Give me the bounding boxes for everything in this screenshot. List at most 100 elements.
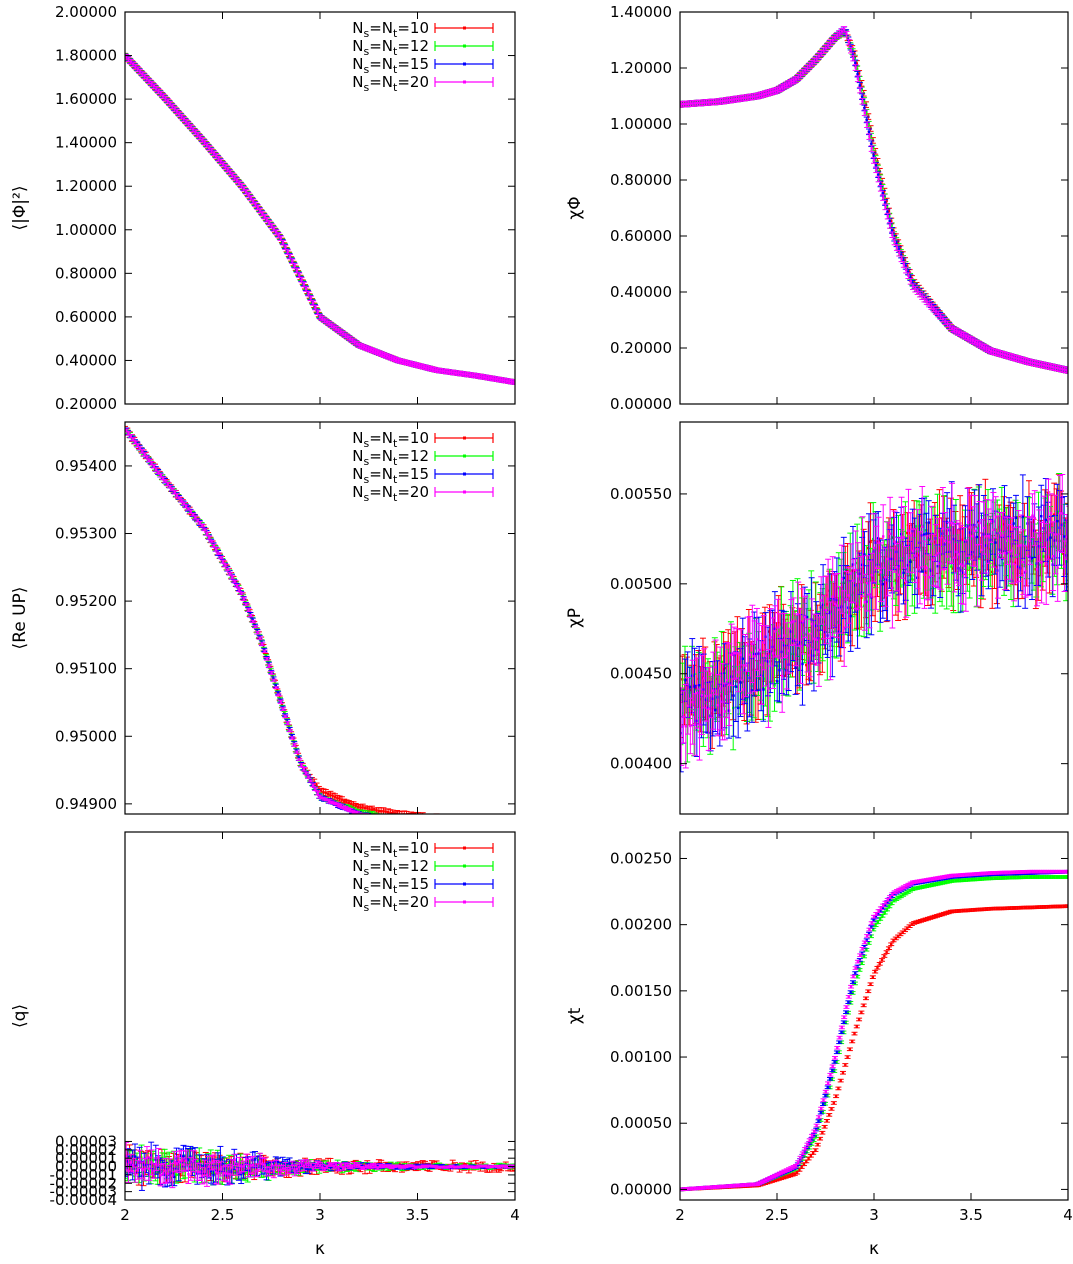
data-point [735,97,738,101]
data-point [899,247,902,250]
data-point [480,375,483,378]
series-1 [680,29,1068,374]
data-point [346,335,349,339]
data-point [394,358,398,361]
data-point [265,218,269,221]
data-point [728,98,731,102]
data-point [448,370,451,374]
data-point [441,369,444,373]
data-point [374,350,377,353]
data-point [413,363,416,366]
series-group [680,26,1068,374]
data-point [473,374,476,377]
data-point [238,181,241,185]
data-point [272,227,276,231]
data-point [210,149,213,152]
y-tick-label: 1.00000 [55,221,117,239]
data-point [684,102,687,106]
data-point [367,347,370,351]
data-point [378,352,382,355]
y-tick-label: 1.20000 [55,177,117,195]
panel-chiphi: 0.000000.200000.400000.600000.800001.000… [565,3,1069,413]
data-point [903,259,907,262]
data-point [311,301,315,305]
data-point [339,330,342,334]
data-point [353,340,356,344]
data-point [888,214,891,218]
y-tick-label: 1.40000 [55,134,117,152]
data-point [461,372,465,376]
y-tick-label: 2.00000 [55,3,117,21]
data-point [906,265,909,268]
data-point [867,122,870,126]
data-point [399,359,402,363]
data-point [707,101,710,104]
data-point [725,99,729,102]
data-point [258,209,262,212]
data-point [334,327,338,330]
data-point [865,111,868,114]
data-point [468,373,472,377]
data-point [240,184,243,187]
data-point [408,362,412,365]
data-point [883,201,887,204]
data-point [475,374,479,378]
legend-marker [463,44,466,48]
data-point [247,193,250,197]
y-tick-label: 0.60000 [55,308,117,326]
legend-marker [463,80,466,84]
data-point [758,94,761,97]
data-point [718,100,722,103]
data-point [901,253,904,256]
data-point [261,212,264,215]
data-point [498,378,502,381]
data-point [865,118,868,122]
data-point [877,173,880,176]
data-point [293,264,296,268]
data-point [484,376,488,379]
data-point [496,378,499,381]
data-point [856,72,859,76]
data-point [450,371,453,374]
y-axis-label: ⟨|Φ|²⟩ [10,186,30,231]
data-point [698,101,701,105]
data-point [739,97,743,100]
data-point [693,102,697,105]
data-point [858,84,862,87]
y-tick-label: 1.80000 [55,47,117,65]
data-point [691,102,694,105]
data-point [712,100,715,104]
data-point [887,209,891,213]
plot-frame [124,11,516,405]
data-point [872,154,875,157]
data-point [418,364,421,367]
data-point [231,173,234,177]
series-2 [680,29,1068,374]
data-point [471,373,474,377]
data-point [491,377,495,380]
data-point [249,196,252,200]
data-point [893,236,896,240]
data-point [902,259,905,262]
data-point [388,355,391,359]
data-point [689,102,692,105]
data-point [482,375,486,379]
data-point [489,376,492,380]
data-point [251,199,255,203]
data-point [358,344,361,347]
data-point [454,371,458,375]
data-point [298,273,301,277]
data-point [512,380,515,384]
data-point [890,219,893,223]
y-tick-label: 0.20000 [55,395,117,413]
data-point [288,255,292,258]
data-point [505,379,509,383]
data-point [438,369,442,372]
data-point [254,202,257,206]
data-point [429,367,432,370]
data-point [244,190,248,194]
data-point [892,229,895,232]
data-point [337,329,340,332]
data-point [385,354,389,358]
